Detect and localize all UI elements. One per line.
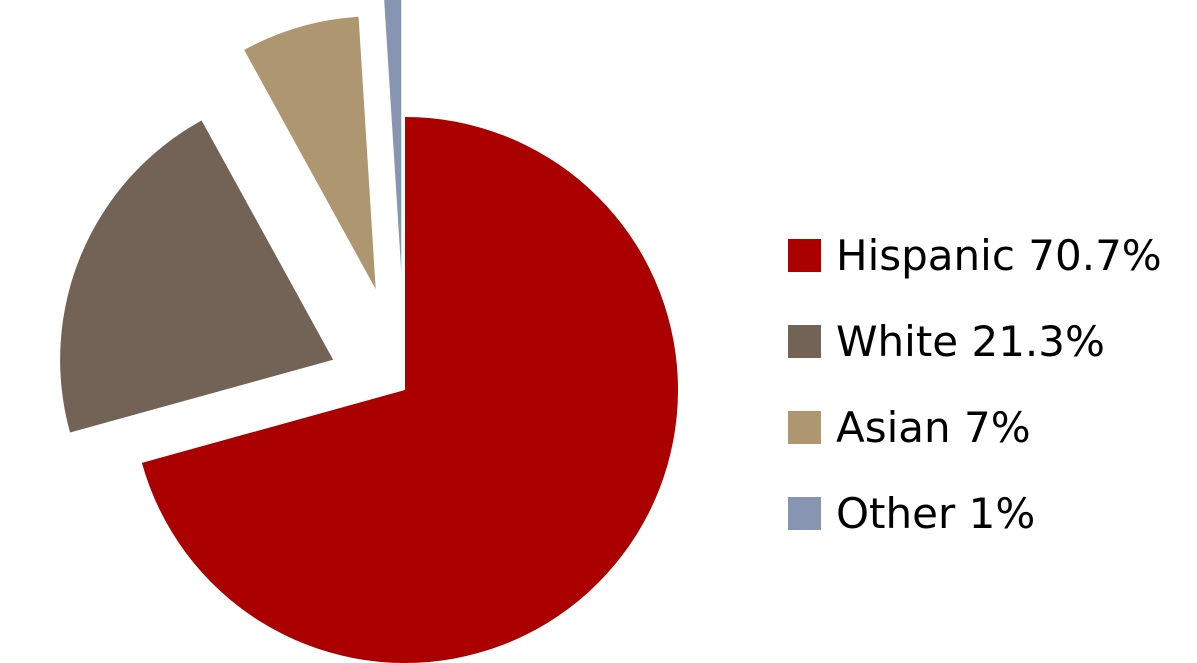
legend-value-white: 21.3% <box>971 316 1105 366</box>
legend-category-asian: Asian <box>836 402 951 452</box>
legend-item-white: White 21.3% <box>788 298 1162 384</box>
legend-label-other: Other 1% <box>836 489 1035 538</box>
legend-value-other: 1% <box>968 488 1036 538</box>
legend-label-hispanic: Hispanic 70.7% <box>836 231 1162 280</box>
legend-category-hispanic: Hispanic <box>836 230 1015 280</box>
pie-slice-asian <box>244 16 376 290</box>
legend-swatch-asian <box>788 410 821 444</box>
legend-item-hispanic: Hispanic 70.7% <box>788 212 1162 298</box>
legend-label-asian: Asian 7% <box>836 403 1031 452</box>
pie-slice-white <box>60 120 334 433</box>
legend-category-other: Other <box>836 488 956 538</box>
legend: Hispanic 70.7% White 21.3% Asian 7% Othe… <box>788 212 1162 556</box>
legend-value-hispanic: 70.7% <box>1028 230 1162 280</box>
legend-item-asian: Asian 7% <box>788 384 1162 470</box>
legend-category-white: White <box>836 316 959 366</box>
pie-slice-hispanic <box>141 117 678 663</box>
legend-label-white: White 21.3% <box>836 317 1105 366</box>
legend-swatch-white <box>788 324 821 358</box>
legend-swatch-other <box>788 496 821 530</box>
legend-value-asian: 7% <box>964 402 1031 452</box>
pie-slice-other <box>384 0 402 273</box>
legend-swatch-hispanic <box>788 238 821 272</box>
legend-item-other: Other 1% <box>788 470 1162 556</box>
